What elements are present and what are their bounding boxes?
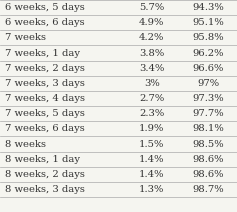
Text: 4.2%: 4.2% — [139, 33, 164, 42]
Text: 97.7%: 97.7% — [193, 109, 224, 118]
Text: 3%: 3% — [144, 79, 160, 88]
Text: 96.6%: 96.6% — [193, 64, 224, 73]
Text: 1.4%: 1.4% — [139, 155, 164, 164]
Text: 7 weeks, 3 days: 7 weeks, 3 days — [5, 79, 85, 88]
Text: 8 weeks: 8 weeks — [5, 139, 46, 148]
Text: 7 weeks, 4 days: 7 weeks, 4 days — [5, 94, 85, 103]
Text: 8 weeks, 1 day: 8 weeks, 1 day — [5, 155, 80, 164]
Text: 98.6%: 98.6% — [193, 170, 224, 179]
Text: 5.7%: 5.7% — [139, 3, 164, 12]
Text: 7 weeks, 6 days: 7 weeks, 6 days — [5, 124, 84, 133]
Text: 1.4%: 1.4% — [139, 170, 164, 179]
Text: 1.3%: 1.3% — [139, 185, 164, 194]
Text: 97.3%: 97.3% — [193, 94, 224, 103]
Text: 95.8%: 95.8% — [193, 33, 224, 42]
Text: 7 weeks, 5 days: 7 weeks, 5 days — [5, 109, 85, 118]
Text: 6 weeks, 6 days: 6 weeks, 6 days — [5, 18, 84, 27]
Text: 94.3%: 94.3% — [193, 3, 224, 12]
Text: 3.4%: 3.4% — [139, 64, 164, 73]
Text: 3.8%: 3.8% — [139, 49, 164, 57]
Text: 2.3%: 2.3% — [139, 109, 164, 118]
Text: 7 weeks: 7 weeks — [5, 33, 46, 42]
Text: 98.1%: 98.1% — [193, 124, 224, 133]
Text: 8 weeks, 3 days: 8 weeks, 3 days — [5, 185, 85, 194]
Text: 8 weeks, 2 days: 8 weeks, 2 days — [5, 170, 85, 179]
Text: 96.2%: 96.2% — [193, 49, 224, 57]
Text: 7 weeks, 1 day: 7 weeks, 1 day — [5, 49, 80, 57]
Text: 7 weeks, 2 days: 7 weeks, 2 days — [5, 64, 85, 73]
Text: 1.9%: 1.9% — [139, 124, 164, 133]
Text: 95.1%: 95.1% — [193, 18, 224, 27]
Text: 98.6%: 98.6% — [193, 155, 224, 164]
Text: 98.7%: 98.7% — [193, 185, 224, 194]
Text: 98.5%: 98.5% — [193, 139, 224, 148]
Text: 6 weeks, 5 days: 6 weeks, 5 days — [5, 3, 84, 12]
Text: 4.9%: 4.9% — [139, 18, 164, 27]
Text: 1.5%: 1.5% — [139, 139, 164, 148]
Text: 97%: 97% — [197, 79, 220, 88]
Text: 2.7%: 2.7% — [139, 94, 164, 103]
